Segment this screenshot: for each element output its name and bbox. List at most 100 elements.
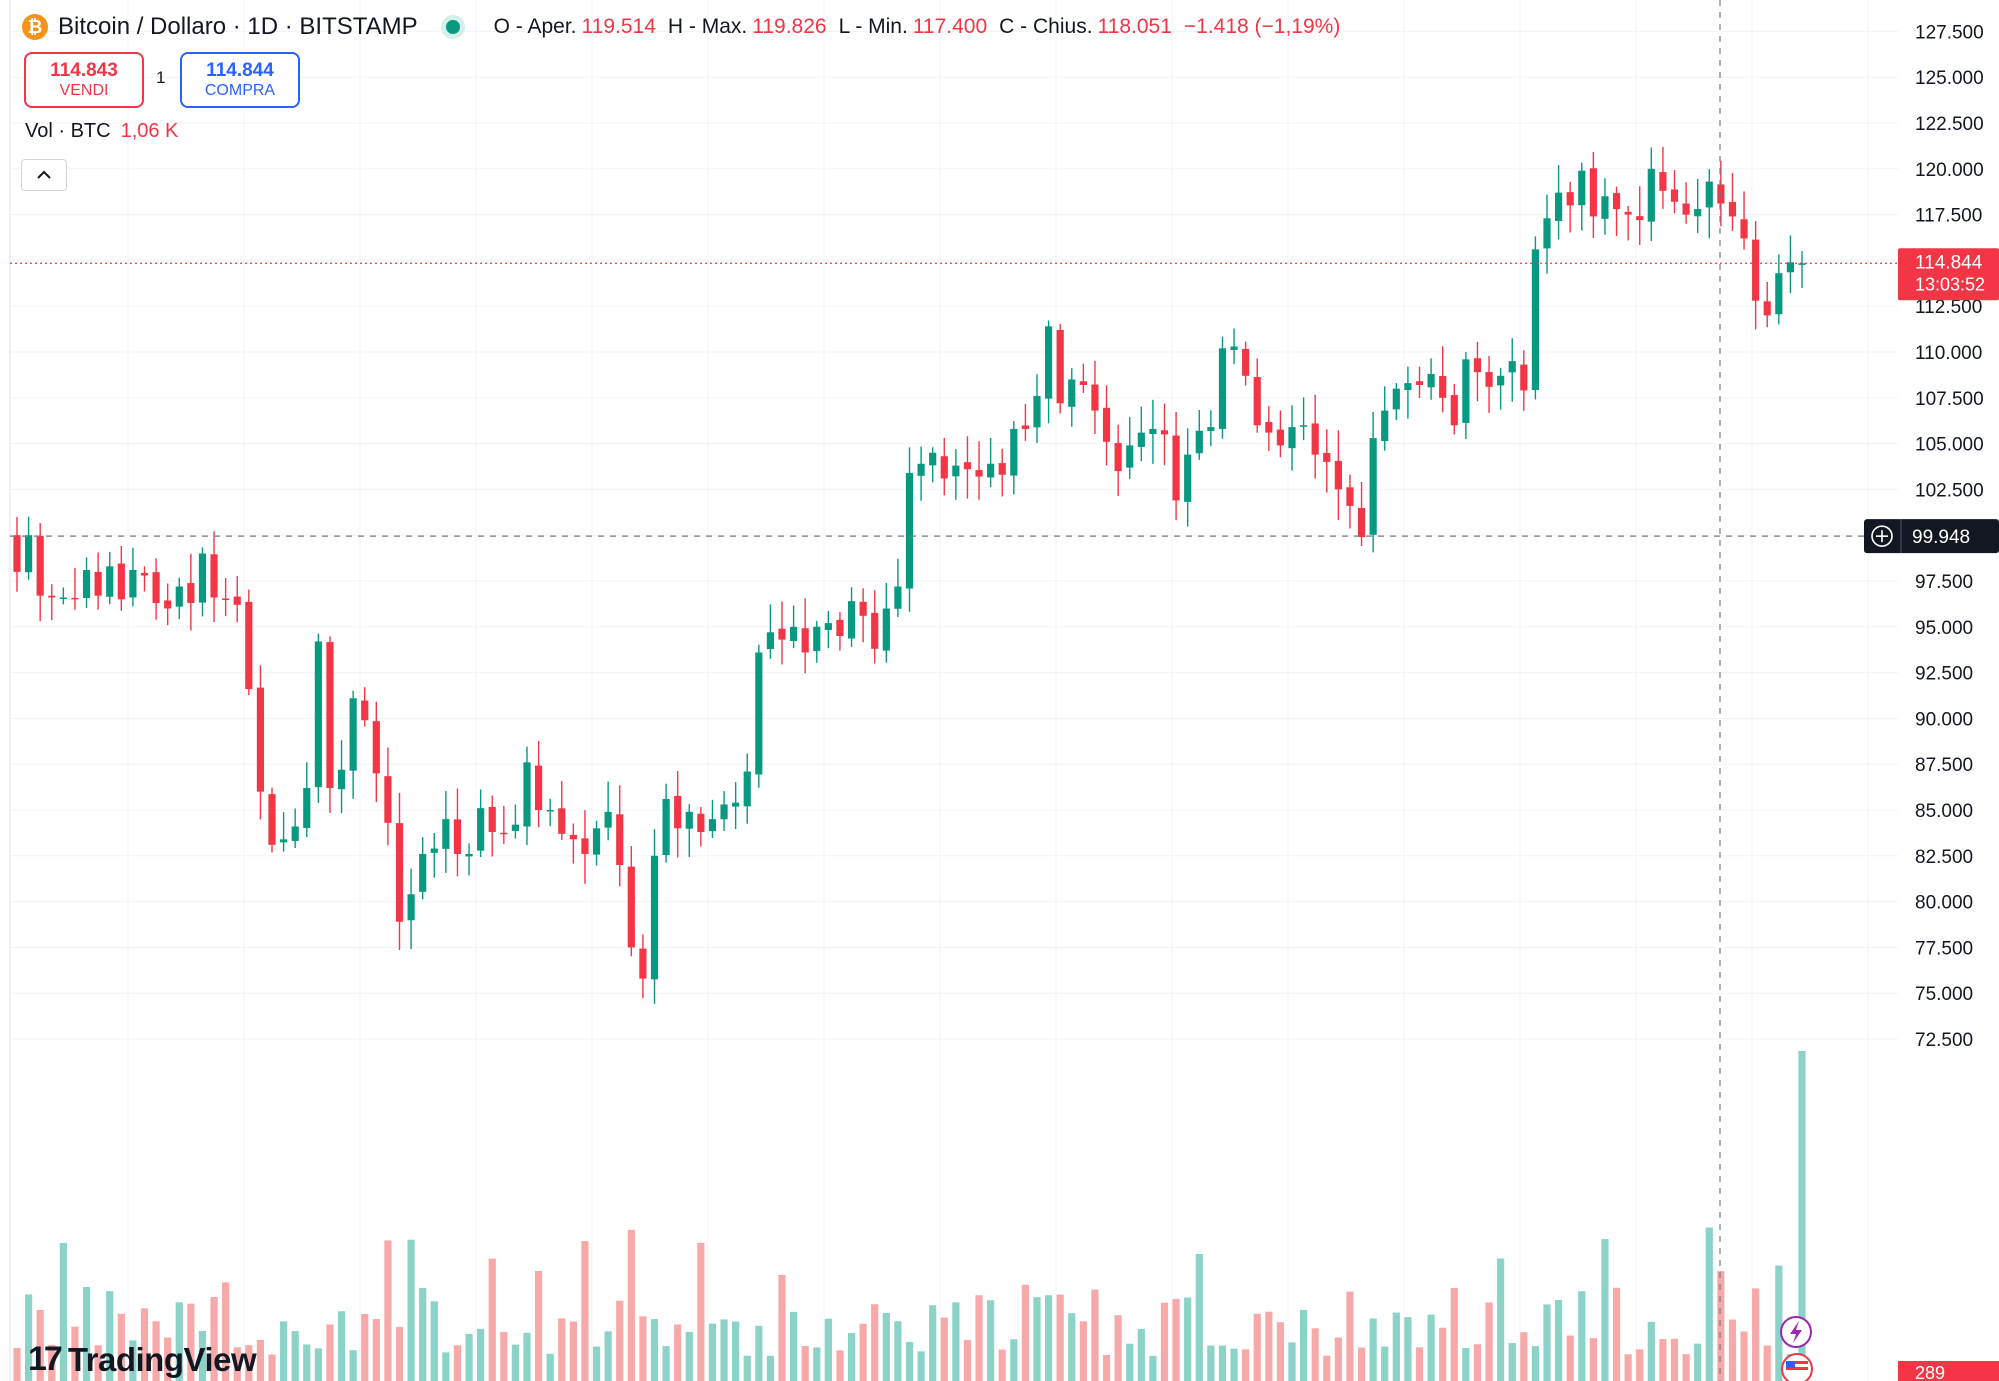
volume-bar: [129, 1340, 137, 1381]
sell-button[interactable]: 114.843 VENDI: [24, 52, 144, 108]
volume-bar: [1288, 1342, 1296, 1381]
volume-bar: [755, 1325, 763, 1381]
volume-bar: [975, 1295, 983, 1381]
volume-bar: [1415, 1347, 1424, 1381]
volume-legend[interactable]: Vol · BTC 1,06 K: [25, 120, 178, 143]
tradingview-logo[interactable]: 17 TradingView: [28, 1340, 257, 1379]
collapse-legend-button[interactable]: [21, 159, 67, 191]
candle-body: [1392, 388, 1400, 410]
volume-bar: [789, 1311, 798, 1381]
volume-bar: [1694, 1343, 1702, 1381]
candle-body: [604, 811, 612, 828]
candle-body: [1520, 364, 1528, 391]
candle-body: [662, 799, 670, 855]
price-axis-label: 127.500: [1915, 22, 1984, 43]
candle-body: [407, 894, 415, 921]
add-alert-icon[interactable]: [1871, 525, 1893, 547]
volume-bar: [1126, 1343, 1134, 1381]
volume-bar: [1450, 1287, 1458, 1381]
candle-body: [419, 853, 427, 892]
candle-body: [592, 828, 601, 855]
price-change: −1.418 (−1,19%): [1183, 15, 1341, 38]
volume-bar: [268, 1354, 276, 1381]
volume-bar: [1717, 1271, 1725, 1381]
volume-bar: [1520, 1332, 1528, 1381]
candle-body: [395, 823, 404, 922]
candle-body: [1334, 460, 1342, 490]
volume-bar: [1427, 1314, 1435, 1381]
volume-bar: [94, 1345, 102, 1381]
lightning-icon[interactable]: [1780, 1316, 1812, 1348]
volume-tag: 289: [1898, 1361, 1999, 1381]
candle-body: [1717, 184, 1725, 204]
price-axis-label: 97.500: [1915, 572, 1973, 593]
chevron-up-icon: [37, 170, 51, 179]
crosshair-price-tag[interactable]: 99.948: [1864, 519, 1999, 554]
volume-bar: [82, 1287, 91, 1381]
price-axis-label: 80.000: [1915, 893, 1973, 914]
volume-bar: [650, 1319, 659, 1381]
tradingview-wordmark: TradingView: [67, 1340, 257, 1378]
volume-bar: [1149, 1355, 1157, 1381]
low-label: L - Min.: [838, 15, 908, 38]
volume-bar: [1207, 1345, 1215, 1381]
volume-bar: [1218, 1345, 1227, 1381]
volume-bar: [1242, 1349, 1250, 1381]
candle-body: [1508, 361, 1516, 373]
candle-body: [789, 626, 798, 642]
candle-body: [581, 838, 589, 854]
candle-body: [1775, 273, 1783, 315]
candle-body: [1485, 372, 1493, 387]
price-axis-label: 107.500: [1915, 389, 1984, 410]
symbol-title[interactable]: Bitcoin / Dollaro · 1D · BITSTAMP: [58, 13, 418, 40]
buy-button[interactable]: 114.844 COMPRA: [180, 52, 300, 108]
volume-bar: [1230, 1348, 1238, 1381]
candlesticks: [13, 146, 1806, 1004]
candle-body: [361, 700, 369, 721]
high-value: 119.826: [752, 15, 827, 38]
volume-bar: [1276, 1322, 1285, 1381]
volume-bar: [1659, 1339, 1667, 1381]
candle-body: [140, 573, 149, 576]
price-axis[interactable]: 127.500 125.000 122.500 120.000 117.500 112.5…: [1915, 22, 1984, 1051]
candle-body: [732, 802, 740, 807]
price-axis-label: 110.000: [1915, 343, 1982, 364]
market-status-dot[interactable]: [445, 20, 460, 34]
volume-bar: [1102, 1354, 1111, 1381]
volume-bar: [1682, 1354, 1690, 1381]
volume-bar: [279, 1321, 288, 1381]
volume-bar: [1079, 1321, 1087, 1381]
volume-bar: [1265, 1311, 1273, 1381]
volume-bar: [13, 1347, 21, 1381]
volume-bar: [291, 1331, 299, 1381]
candle-body: [1242, 348, 1250, 376]
volume-bar: [940, 1317, 948, 1381]
volume-bar: [1346, 1291, 1354, 1381]
candle-body: [1473, 358, 1482, 373]
candle-body: [1543, 218, 1551, 249]
volume-bar: [674, 1324, 682, 1381]
candle-body: [1056, 329, 1064, 404]
us-flag-icon[interactable]: [1781, 1353, 1813, 1381]
volume-bar: [1381, 1346, 1389, 1381]
candle-body: [1497, 375, 1505, 386]
price-axis-label: 92.500: [1915, 664, 1973, 685]
candle-body: [82, 570, 91, 599]
candle-body: [1091, 384, 1099, 411]
candle-body: [1149, 428, 1157, 434]
open-label: O - Aper.: [493, 15, 577, 38]
candle-body: [697, 813, 705, 832]
candle-body: [743, 771, 751, 807]
candle-body: [1044, 326, 1053, 399]
candle-body: [129, 570, 137, 598]
candle-body: [836, 619, 844, 636]
candle-body: [1265, 421, 1273, 433]
candle-body: [929, 452, 937, 466]
volume-bar: [1311, 1328, 1319, 1381]
volume-bar: [1184, 1297, 1192, 1381]
candle-body: [1079, 381, 1087, 385]
volume-bar: [1775, 1265, 1783, 1381]
volume-bar: [1462, 1347, 1470, 1381]
price-axis-label: 75.000: [1915, 984, 1973, 1005]
